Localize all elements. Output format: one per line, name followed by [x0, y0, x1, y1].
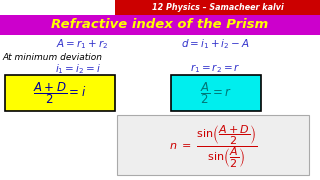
- Text: $\dfrac{A}{2} = r$: $\dfrac{A}{2} = r$: [200, 80, 232, 106]
- Text: 12 Physics – Samacheer kalvi: 12 Physics – Samacheer kalvi: [152, 3, 284, 12]
- FancyBboxPatch shape: [117, 115, 309, 175]
- Text: $\dfrac{A+D}{2} = i$: $\dfrac{A+D}{2} = i$: [33, 80, 87, 106]
- FancyBboxPatch shape: [0, 15, 320, 35]
- Text: At minimum deviation: At minimum deviation: [2, 53, 102, 62]
- Text: $d = i_1 + i_2 - A$: $d = i_1 + i_2 - A$: [180, 37, 249, 51]
- FancyBboxPatch shape: [5, 75, 115, 111]
- FancyBboxPatch shape: [171, 75, 261, 111]
- Text: $A = r_1 + r_2$: $A = r_1 + r_2$: [56, 37, 108, 51]
- Text: Refractive index of the Prism: Refractive index of the Prism: [52, 19, 268, 32]
- Text: $n \ = \ \dfrac{\sin\!\left(\dfrac{A+D}{2}\right)}{\sin\!\left(\dfrac{A}{2}\righ: $n \ = \ \dfrac{\sin\!\left(\dfrac{A+D}{…: [169, 124, 258, 170]
- Text: $r_1 = r_2 = r$: $r_1 = r_2 = r$: [190, 63, 240, 75]
- Text: $i_1 = i_2 = i$: $i_1 = i_2 = i$: [55, 62, 101, 76]
- FancyBboxPatch shape: [115, 0, 320, 15]
